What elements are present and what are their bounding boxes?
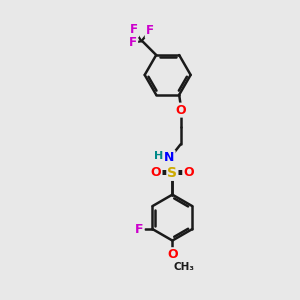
Text: O: O xyxy=(151,166,161,179)
Text: F: F xyxy=(135,223,143,236)
Text: O: O xyxy=(183,166,194,179)
Text: S: S xyxy=(167,166,177,180)
Text: N: N xyxy=(164,151,175,164)
Text: F: F xyxy=(129,36,137,49)
Text: O: O xyxy=(175,103,186,117)
Text: O: O xyxy=(167,248,178,261)
Text: CH₃: CH₃ xyxy=(173,262,194,272)
Text: F: F xyxy=(130,23,138,37)
Text: H: H xyxy=(154,151,163,161)
Text: F: F xyxy=(146,24,154,38)
